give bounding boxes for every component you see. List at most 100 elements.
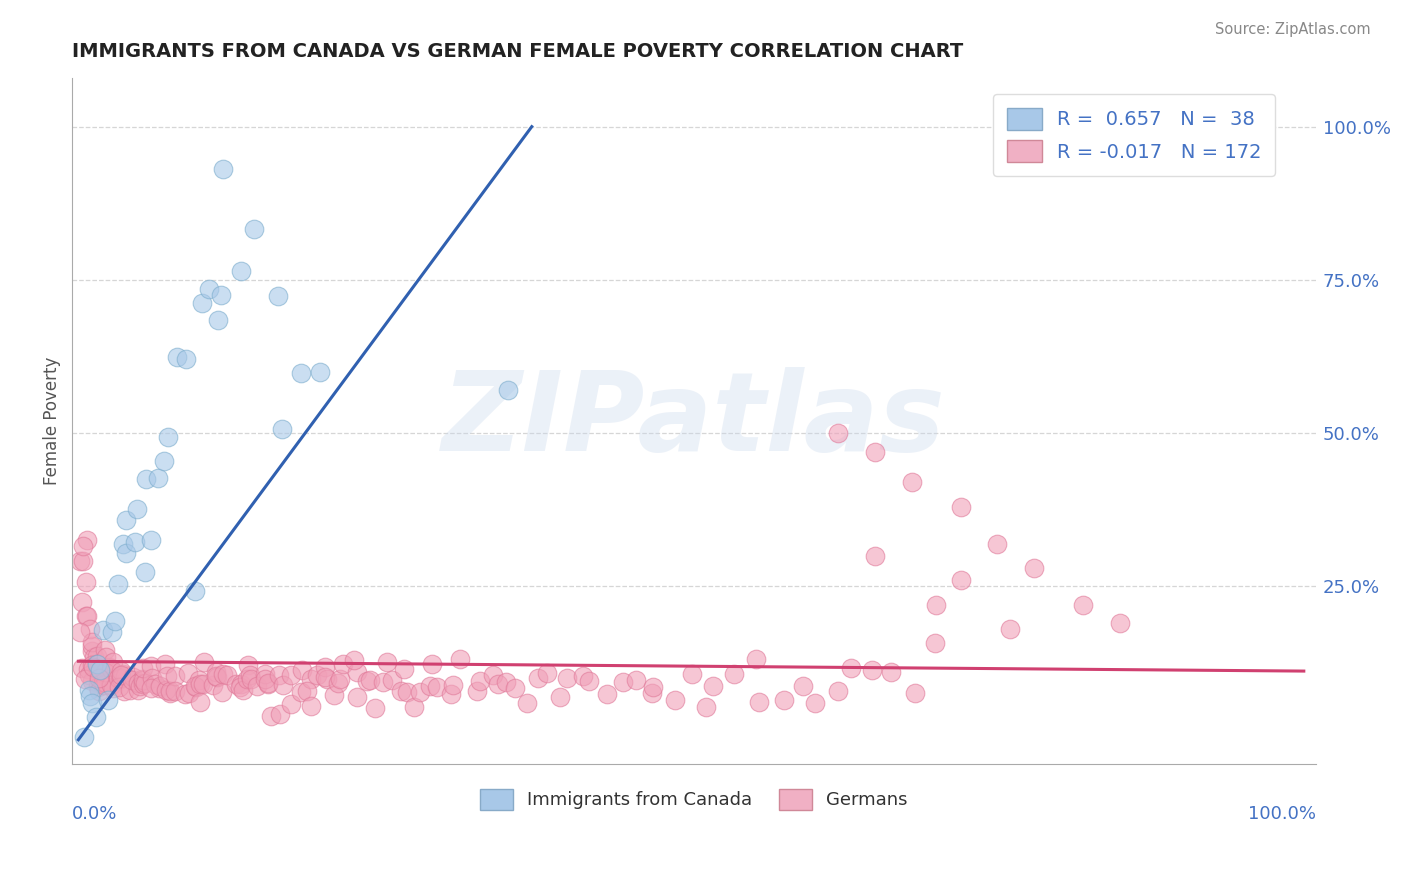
Point xyxy=(82,660,104,674)
Point xyxy=(159,684,181,698)
Point xyxy=(94,665,117,679)
Point xyxy=(75,575,97,590)
Point xyxy=(536,665,558,680)
Point xyxy=(153,657,176,672)
Point xyxy=(98,660,121,674)
Point xyxy=(346,690,368,705)
Point xyxy=(163,684,186,698)
Point xyxy=(290,366,312,380)
Point xyxy=(110,672,132,686)
Point xyxy=(72,539,94,553)
Point xyxy=(141,658,163,673)
Point xyxy=(114,669,136,683)
Point xyxy=(156,669,179,683)
Point xyxy=(240,672,263,686)
Text: ZIPatlas: ZIPatlas xyxy=(443,368,946,475)
Point xyxy=(299,673,322,687)
Point xyxy=(107,671,129,685)
Point xyxy=(253,672,276,686)
Point xyxy=(211,685,233,699)
Point xyxy=(419,679,441,693)
Point xyxy=(84,710,107,724)
Point xyxy=(280,697,302,711)
Point xyxy=(257,677,280,691)
Point xyxy=(702,679,724,693)
Point xyxy=(91,675,114,690)
Point xyxy=(827,684,849,698)
Point xyxy=(101,655,124,669)
Point xyxy=(107,680,129,694)
Point xyxy=(402,700,425,714)
Point xyxy=(104,614,127,628)
Point xyxy=(949,500,972,514)
Point xyxy=(127,675,149,690)
Point xyxy=(225,677,247,691)
Point xyxy=(612,675,634,690)
Point xyxy=(440,687,463,701)
Point xyxy=(426,680,449,694)
Point xyxy=(86,675,108,690)
Point xyxy=(260,709,283,723)
Point xyxy=(82,673,104,688)
Point xyxy=(190,695,212,709)
Point xyxy=(155,683,177,698)
Point xyxy=(72,554,94,568)
Point xyxy=(723,666,745,681)
Text: 0.0%: 0.0% xyxy=(72,805,118,823)
Point xyxy=(100,678,122,692)
Point xyxy=(80,639,103,653)
Point xyxy=(100,625,122,640)
Point xyxy=(232,683,254,698)
Point xyxy=(986,536,1008,550)
Point xyxy=(236,658,259,673)
Point xyxy=(205,665,228,679)
Y-axis label: Female Poverty: Female Poverty xyxy=(44,357,60,485)
Point xyxy=(998,623,1021,637)
Point xyxy=(215,667,238,681)
Point xyxy=(110,671,132,685)
Point xyxy=(156,430,179,444)
Point xyxy=(343,653,366,667)
Point xyxy=(468,673,491,688)
Point xyxy=(332,657,354,672)
Point xyxy=(166,350,188,364)
Point xyxy=(94,642,117,657)
Point xyxy=(371,674,394,689)
Point xyxy=(229,677,252,691)
Point xyxy=(290,684,312,698)
Point xyxy=(381,673,404,687)
Point xyxy=(80,643,103,657)
Point xyxy=(91,675,114,690)
Point xyxy=(360,673,382,688)
Point xyxy=(174,352,197,367)
Point xyxy=(841,660,863,674)
Point xyxy=(188,673,211,688)
Point xyxy=(482,668,505,682)
Point xyxy=(96,676,118,690)
Point xyxy=(82,635,104,649)
Point xyxy=(93,678,115,692)
Point xyxy=(328,676,350,690)
Point xyxy=(212,667,235,681)
Point xyxy=(527,671,550,685)
Point xyxy=(186,680,208,694)
Point xyxy=(149,679,172,693)
Point xyxy=(125,502,148,516)
Point xyxy=(141,671,163,685)
Point xyxy=(880,665,903,680)
Point xyxy=(86,657,108,671)
Point xyxy=(925,598,948,612)
Point xyxy=(863,549,886,563)
Point xyxy=(90,676,112,690)
Point xyxy=(860,663,883,677)
Point xyxy=(190,296,212,310)
Point xyxy=(329,673,352,687)
Point xyxy=(205,668,228,682)
Point xyxy=(772,693,794,707)
Point xyxy=(246,680,269,694)
Point xyxy=(146,471,169,485)
Point xyxy=(77,668,100,682)
Point xyxy=(271,678,294,692)
Point xyxy=(548,690,571,704)
Point xyxy=(87,684,110,698)
